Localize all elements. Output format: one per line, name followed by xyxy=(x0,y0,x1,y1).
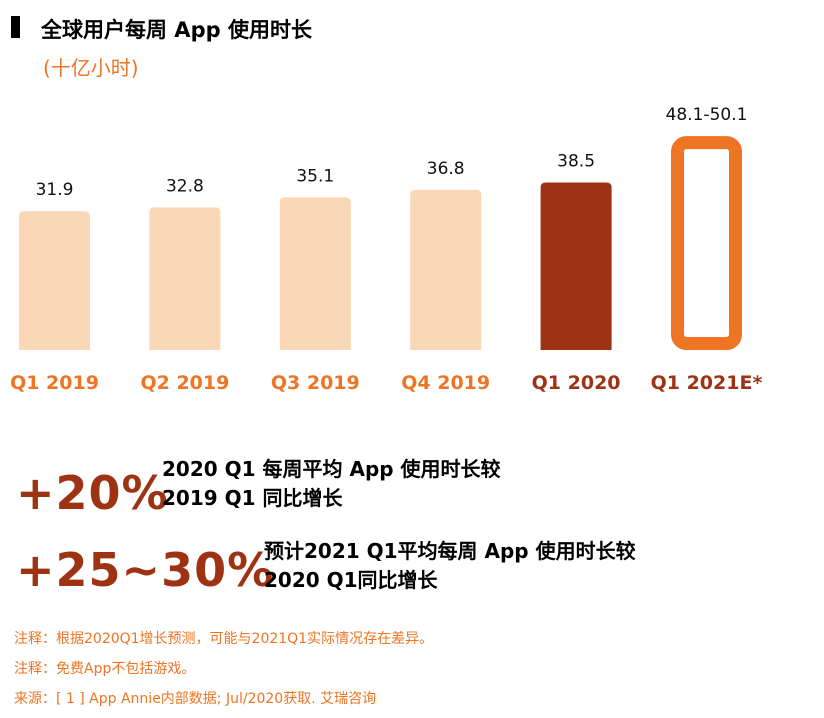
bar xyxy=(410,189,482,350)
stat-desc-yoy-2020: 2020 Q1 每周平均 App 使用时长较 2019 Q1 同比增长 xyxy=(162,455,501,513)
data-label: 32.8 xyxy=(166,176,204,196)
title-marker xyxy=(11,16,20,38)
stat-desc-line: 2020 Q1 每周平均 App 使用时长较 xyxy=(162,457,501,481)
data-label: 48.1-50.1 xyxy=(666,105,748,125)
category-label: Q1 2021E* xyxy=(651,372,763,394)
bar xyxy=(279,197,351,350)
bar xyxy=(540,182,612,350)
note-forecast: 注释：根据2020Q1增长预测，可能与2021Q1实际情况存在差异。 xyxy=(14,631,434,647)
data-label: 31.9 xyxy=(36,180,74,200)
chart-title: 全球用户每周 App 使用时长 xyxy=(41,18,312,42)
category-label: Q4 2019 xyxy=(401,372,490,394)
category-label: Q3 2019 xyxy=(271,372,360,394)
bar xyxy=(149,207,221,350)
bar-forecast-range xyxy=(671,136,742,350)
stat-desc-line: 2019 Q1 同比增长 xyxy=(162,486,343,510)
note-free-apps: 注释：免费App不包括游戏。 xyxy=(14,661,196,677)
data-label: 35.1 xyxy=(296,166,334,186)
chart-subtitle: (十亿小时) xyxy=(43,56,139,80)
category-label: Q1 2019 xyxy=(10,372,99,394)
stat-desc-line: 预计2021 Q1平均每周 App 使用时长较 xyxy=(264,539,636,563)
stat-desc-forecast-2021: 预计2021 Q1平均每周 App 使用时长较 2020 Q1同比增长 xyxy=(264,537,636,595)
stat-value-yoy-2020: +20% xyxy=(16,466,169,520)
data-label: 36.8 xyxy=(427,159,465,179)
note-source: 来源：[ 1 ] App Annie内部数据; Jul/2020获取. 艾瑞咨询 xyxy=(14,691,377,707)
stat-value-forecast-2021: +25~30% xyxy=(16,543,275,597)
stat-desc-line: 2020 Q1同比增长 xyxy=(264,568,438,592)
bar-chart: 31.9 Q1 2019 32.8 Q2 2019 35.1 Q3 2019 36.8 Q4 … xyxy=(10,105,763,394)
category-label: Q1 2020 xyxy=(532,372,621,394)
bar xyxy=(19,211,90,350)
data-label: 38.5 xyxy=(557,152,595,172)
category-label: Q2 2019 xyxy=(140,372,229,394)
